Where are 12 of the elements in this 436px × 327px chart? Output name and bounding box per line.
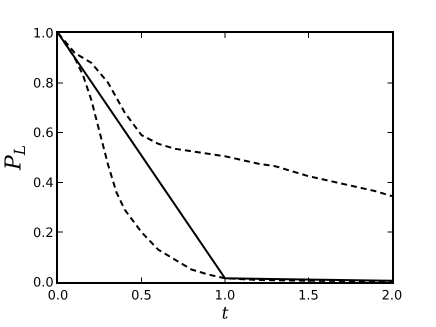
y-tick-label: 0.2 (32, 226, 54, 241)
y-tick-label: 0.6 (32, 126, 54, 142)
y-tick-label: 0.4 (32, 176, 54, 191)
x-tick-label: 1.5 (298, 288, 319, 304)
x-tick-label: 0.0 (48, 288, 68, 304)
y-tick-label: 0.8 (32, 76, 54, 92)
x-axis-title: t (222, 303, 229, 324)
x-tick-label: 1.0 (214, 288, 236, 304)
x-tick-label: 0.5 (131, 288, 152, 304)
y-tick-label: 1.0 (32, 26, 54, 42)
x-tick-label: 2.0 (382, 288, 402, 304)
y-tick-label: 0.0 (32, 276, 54, 291)
